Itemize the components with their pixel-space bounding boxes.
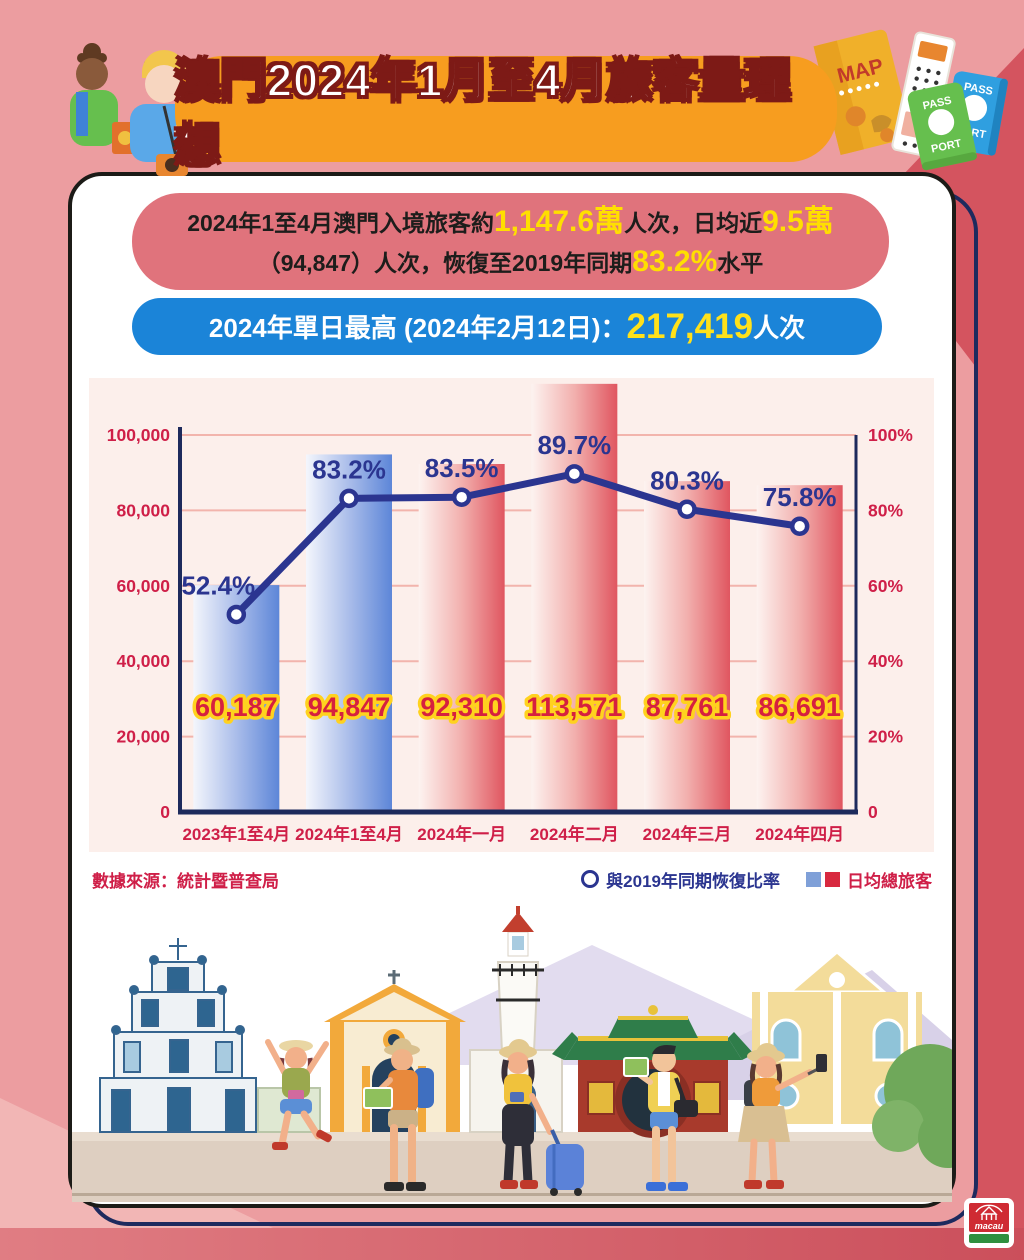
passport-green-icon: PASS PORT — [907, 82, 977, 171]
bushes — [872, 1044, 952, 1168]
line-point — [451, 487, 472, 507]
passport-label: PASS — [963, 81, 994, 98]
bar-2024年二月 — [531, 383, 618, 812]
line-point-label: 52.4% — [181, 570, 255, 600]
right-axis-tick: 60% — [868, 576, 903, 596]
legend-row: 數據來源：統計暨普查局 與2019年同期恢復比率 日均總旅客 — [92, 864, 932, 894]
left-axis-tick: 100,000 — [107, 425, 171, 445]
record-suffix: 人次 — [753, 313, 806, 343]
left-axis-tick: 80,000 — [116, 500, 170, 520]
right-axis-tick: 40% — [868, 651, 903, 671]
summary-line-1: 2024年1至4月澳門入境旅客約 1,147.6萬 人次，日均近 9.5萬 — [187, 203, 834, 241]
record-value: 217,419 — [626, 306, 754, 346]
right-axis-tick: 80% — [868, 500, 903, 520]
title-banner: 澳門2024年1月至4月旅客量理想 — [174, 54, 837, 172]
macau-skyline-illustration — [72, 906, 952, 1202]
summary-text: （94,847）人次，恢復至2019年同期 — [257, 249, 633, 276]
line-point-label: 80.3% — [650, 465, 724, 495]
line-point-label: 75.8% — [763, 482, 837, 512]
right-axis-tick: 20% — [868, 727, 903, 747]
legend-bar-label: 日均總旅客 — [847, 871, 932, 891]
legend-line-label: 與2019年同期恢復比率 — [606, 871, 780, 891]
background-dark-strip — [976, 200, 1024, 1260]
road-edge — [72, 1193, 952, 1196]
bar-value-label: 86,691 — [758, 692, 841, 722]
category-label: 2024年一月 — [417, 824, 506, 844]
tourist-woman-suitcase — [499, 1039, 584, 1196]
line-point-label: 89.7% — [537, 430, 611, 460]
bar-value-label: 87,761 — [646, 692, 729, 722]
line-point — [677, 499, 697, 520]
macau-tourism-logo: macau — [964, 1198, 1014, 1248]
line-point — [339, 488, 359, 509]
summary-highlight-total: 1,147.6萬 — [493, 205, 625, 238]
bar-2024年三月 — [644, 481, 730, 812]
left-axis-tick: 40,000 — [116, 651, 170, 671]
left-axis-tick: 60,000 — [116, 576, 170, 596]
category-label: 2024年二月 — [530, 824, 619, 844]
legend-item-bars: 日均總旅客 — [806, 867, 932, 892]
category-label: 2023年1至4月 — [182, 824, 290, 844]
legend-item-line: 與2019年同期恢復比率 — [581, 867, 780, 892]
bar-value-label: 94,847 — [308, 692, 391, 722]
category-label: 2024年三月 — [643, 824, 732, 844]
summary-text: 人次，日均近 — [624, 210, 763, 236]
bar-2024年1至4月 — [306, 454, 392, 812]
line-point-label: 83.5% — [425, 453, 499, 483]
summary-text: 2024年1至4月澳門入境旅客約 — [187, 210, 494, 236]
travel-documents-illustration: MAP PASS PORT PASS PORT — [813, 29, 1008, 171]
main-card: 2024年1至4月澳門入境旅客約 1,147.6萬 人次，日均近 9.5萬 （94,8… — [68, 172, 956, 1208]
summary-pill: 2024年1至4月澳門入境旅客約 1,147.6萬 人次，日均近 9.5萬 （94,8… — [132, 193, 889, 290]
line-point-label: 83.2% — [312, 454, 386, 484]
line-marker-icon — [581, 870, 600, 888]
summary-highlight-percent: 83.2% — [632, 244, 718, 278]
traveller-1-head — [76, 58, 108, 90]
tourist-map-guy — [623, 1045, 698, 1191]
bar-value-label: 60,187 — [195, 692, 278, 722]
traveller-2-head — [145, 65, 183, 103]
left-axis-tick: 0 — [160, 802, 170, 822]
right-axis-tick: 100% — [868, 425, 913, 445]
folded-map-icon: MAP — [813, 29, 912, 156]
line-point — [789, 516, 810, 536]
right-axis-tick: 0 — [868, 802, 878, 822]
background-bottom-band — [0, 1228, 1024, 1260]
bar-2024年四月 — [756, 485, 843, 812]
recovery-rate-line — [232, 470, 804, 618]
st-pauls-ruins — [99, 938, 257, 1133]
logo-label: macau — [975, 1221, 1004, 1231]
line-point — [226, 604, 247, 625]
chart-panel: 100,000 100% 80,000 80% 60,000 60% 40,000 40% 20… — [89, 378, 934, 852]
category-label: 2024年1至4月 — [295, 824, 403, 844]
bar-value-label: 92,310 — [420, 692, 503, 722]
left-axis-tick: 20,000 — [116, 727, 170, 747]
summary-text: 水平 — [717, 249, 764, 276]
record-prefix: 2024年單日最高 (2024年2月12日)： — [208, 313, 627, 343]
passport-label: PASS — [922, 95, 953, 113]
page-title: 澳門2024年1月至4月旅客量理想 — [174, 54, 792, 172]
traffic-chart: 100,000 100% 80,000 80% 60,000 60% 40,000 40% 20… — [107, 383, 913, 844]
record-pill: 2024年單日最高 (2024年2月12日)： 217,419 人次 — [132, 298, 882, 355]
red-bar-swatch-icon — [825, 871, 840, 887]
bar-value-label: 113,571 — [526, 692, 622, 722]
blue-bar-swatch-icon — [806, 871, 821, 887]
category-label: 2024年四月 — [755, 824, 844, 844]
data-source: 數據來源：統計暨普查局 — [92, 871, 279, 891]
chart-legend: 與2019年同期恢復比率 日均總旅客 — [581, 867, 932, 892]
bar-2024年一月 — [418, 463, 505, 812]
tourist-backpacker-man — [363, 1038, 434, 1191]
line-point — [564, 464, 585, 484]
travellers-illustration — [70, 43, 234, 176]
summary-highlight-daily: 9.5萬 — [762, 205, 834, 238]
tourist-jumping-girl — [265, 1039, 332, 1150]
summary-line-2: （94,847）人次，恢復至2019年同期 83.2% 水平 — [258, 243, 764, 281]
tourist-selfie-woman — [738, 1043, 827, 1189]
